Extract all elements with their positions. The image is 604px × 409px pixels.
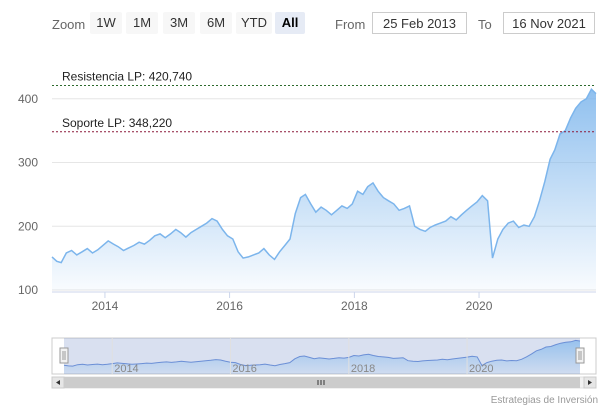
zoom-button-ytd[interactable]: YTD xyxy=(236,12,272,34)
to-label: To xyxy=(478,17,492,32)
range-selector-toolbar: Zoom 1W 1M 3M 6M YTD All From 25 Feb 201… xyxy=(0,0,604,44)
y-tick-label: 200 xyxy=(18,219,38,233)
arrow-right-icon xyxy=(588,380,592,385)
navigator-tick-label: 2016 xyxy=(232,363,256,375)
zoom-label: Zoom xyxy=(52,17,86,32)
navigator-tick-label: 2018 xyxy=(351,363,375,375)
to-date-input[interactable]: 16 Nov 2021 xyxy=(503,12,595,34)
resistance-label: Resistencia LP: 420,740 xyxy=(62,70,192,84)
x-tick-label: 2016 xyxy=(216,299,243,313)
price-area xyxy=(51,87,597,290)
zoom-button-3m[interactable]: 3M xyxy=(163,12,195,34)
zoom-button-all[interactable]: All xyxy=(275,12,305,34)
navigator-left-handle[interactable] xyxy=(59,347,69,364)
zoom-button-1w[interactable]: 1W xyxy=(90,12,122,34)
y-tick-label: 400 xyxy=(18,92,38,106)
price-line xyxy=(51,87,597,264)
navigator-line xyxy=(63,339,581,367)
x-tick-label: 2018 xyxy=(341,299,368,313)
price-area-fill xyxy=(52,89,596,290)
zoom-button-1m[interactable]: 1M xyxy=(126,12,158,34)
x-tick-label: 2020 xyxy=(466,299,493,313)
navigator-area xyxy=(64,340,580,374)
navigator[interactable]: 2014 2016 2018 2020 xyxy=(51,337,597,389)
credit-label: Estrategias de Inversión xyxy=(490,395,598,406)
navigator-right-handle[interactable] xyxy=(575,347,585,364)
scrollbar-thumb[interactable] xyxy=(64,377,580,388)
zoom-button-6m[interactable]: 6M xyxy=(200,12,232,34)
from-label: From xyxy=(335,17,366,32)
arrow-left-icon xyxy=(56,380,60,385)
axes: 100 200 300 400 2014 2016 2018 2020 xyxy=(18,92,596,313)
support-label: Soporte LP: 348,220 xyxy=(62,116,172,130)
annotations: Resistencia LP: 420,740 Soporte LP: 348,2… xyxy=(52,70,596,133)
from-date-input[interactable]: 25 Feb 2013 xyxy=(372,12,467,34)
y-tick-label: 300 xyxy=(18,156,38,170)
y-tick-label: 100 xyxy=(18,283,38,297)
x-tick-label: 2014 xyxy=(92,299,119,313)
navigator-tick-label: 2014 xyxy=(114,363,138,375)
navigator-tick-label: 2020 xyxy=(469,363,493,375)
